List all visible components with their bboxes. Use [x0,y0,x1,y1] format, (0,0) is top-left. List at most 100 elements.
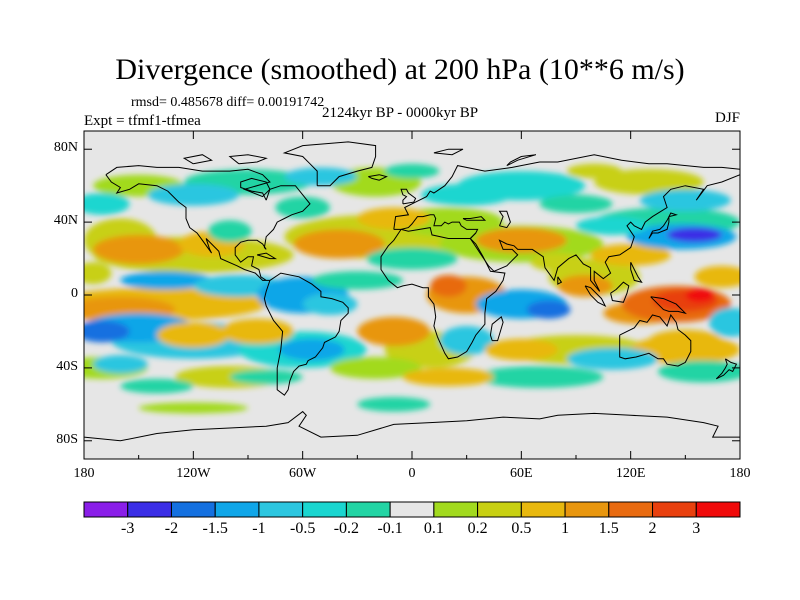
coastline-sri-lanka [557,276,563,285]
field-blob [156,322,230,348]
field-blob [120,271,212,290]
colorbar-label: 0.5 [511,520,532,537]
colorbar-swatch [433,501,479,518]
coastline-hudson-bay [240,177,271,201]
colorbar-swatch [345,501,391,518]
coastline-australia [619,313,692,367]
coastline-caspian [498,210,511,229]
colorbar-label: -1 [252,520,266,537]
colorbar-swatch [652,501,697,518]
colorbar-label: -0.5 [289,520,316,537]
stats-text: rmsd= 0.485678 diff= 0.00191742 [131,95,325,110]
colorbar-label: -0.1 [377,520,403,537]
colorbar-swatch [389,501,435,518]
colorbar-swatch [170,501,216,518]
field-blob [120,378,194,394]
field-blob [430,274,467,297]
colorbar-label: 1.5 [598,520,619,537]
field-blob [639,189,731,212]
field-blob [366,247,458,270]
field-blob [293,229,385,259]
field-blob [93,355,148,374]
colorbar-swatch [302,501,347,518]
field-blob [311,271,403,290]
coastline-arctic-islands-2 [182,154,213,165]
field-blob [147,183,239,206]
colorbar-label: 2 [648,520,657,537]
colorbar-swatch [258,501,304,518]
coastline-europe-asia [393,154,740,292]
coastline-new-zealand [715,358,738,380]
colorbar-label: 0.1 [423,520,444,537]
colorbar-swatch [695,501,741,518]
field-blob [421,183,513,206]
coastline-uk [400,188,417,205]
field-blob [278,338,345,361]
field-blob [84,262,112,285]
coastline-north-america [105,165,311,281]
colorbar-swatch [214,501,260,518]
field-blob [357,397,431,412]
field-blob [330,356,422,379]
period-text: 2124kyr BP - 0000kyr BP [321,105,479,121]
y-tick-label: 80S [56,431,78,447]
x-tick-label: 60E [510,466,533,481]
field-blob [685,287,715,303]
x-tick-label: 180 [73,466,95,481]
field-blob [648,329,722,352]
field-blob [357,316,431,347]
coastline-arabia-link [469,232,477,239]
coastline-sumatra [584,285,607,308]
field-blob [138,402,248,414]
field-blob [439,325,494,356]
field-blob [84,320,130,343]
field-blob [484,338,558,361]
coastline-svalbard [433,148,464,156]
field-blob [284,167,358,186]
colorbar-label: -3 [121,520,135,537]
field-blob [667,227,722,243]
colorbar-swatch [520,501,566,518]
plot-title: Divergence (smoothed) at 200 hPa (10**6 … [115,53,685,86]
field-blob [229,369,303,385]
y-tick-label: 0 [71,286,78,301]
colorbar-swatch [83,501,129,518]
colorbar-swatch [477,501,522,518]
field-blob [539,194,613,213]
field-blob [402,367,495,387]
coastline-novaya-zemlya [506,154,537,167]
coastline-africa [380,227,506,360]
coastline-antarctica [84,410,740,442]
colorbar-label: 0.2 [467,520,488,537]
colorbar-label: -0.2 [333,520,360,537]
colorbar-label: 3 [692,520,701,537]
field-blob [566,347,658,370]
x-tick-label: 0 [408,466,416,481]
coastline-philippines [630,261,643,283]
colorbar-swatch [608,501,654,518]
field-blob [590,243,671,266]
coastline-madagascar [489,316,504,342]
colorbar-label: -2 [164,520,179,537]
x-tick-label: 120E [615,466,646,481]
field-blob [566,163,622,179]
field-blob [302,293,358,316]
coastline-arctic-islands-1 [228,154,268,165]
coastlines [84,141,740,442]
y-tick-label: 80N [53,140,78,156]
x-tick-label: 120W [176,466,211,481]
divergence-field [84,163,740,414]
axis-ticks [83,131,741,459]
colorbar-label: 1 [561,520,570,537]
y-tick-label: 40S [56,358,78,374]
field-blob [84,192,130,215]
colorbar-swatch [127,501,172,518]
field-blob [275,196,330,219]
coastline-black-sea [462,216,487,221]
field-blob [220,318,294,345]
coastline-japan [648,212,678,239]
experiment-label: Expt = tfmf1-tfmea [84,113,201,129]
field-blob [384,163,440,179]
field-blob [475,227,567,254]
